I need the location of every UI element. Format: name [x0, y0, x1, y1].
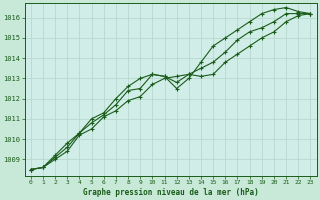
X-axis label: Graphe pression niveau de la mer (hPa): Graphe pression niveau de la mer (hPa): [83, 188, 259, 197]
